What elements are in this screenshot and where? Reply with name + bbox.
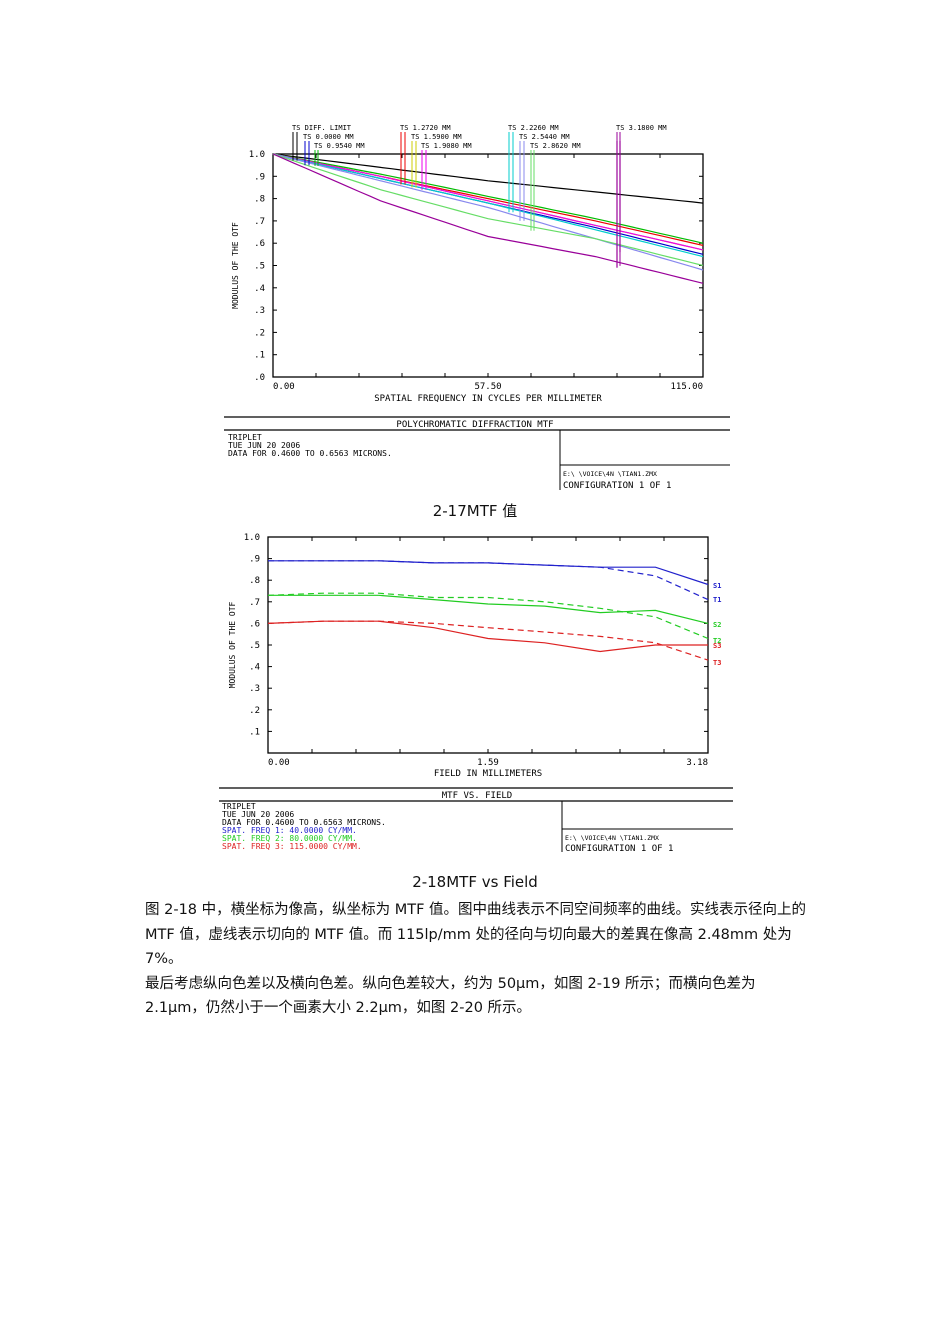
y-tick-label: .2 [249, 706, 260, 716]
y-tick-label: 1.0 [249, 150, 265, 160]
mtf-curve [268, 594, 709, 624]
x-tick-label: 3.18 [686, 758, 708, 768]
series-label: S2 [713, 621, 721, 629]
figure1-caption: 2-17MTF 值 [432, 502, 518, 520]
mtf-curve [268, 560, 709, 601]
mtf-curve [272, 153, 704, 267]
footer-line: TUE JUN 20 2006 [222, 810, 294, 819]
x-tick-label: 0.00 [268, 758, 290, 768]
x-axis-label: SPATIAL FREQUENCY IN CYCLES PER MILLIMET… [374, 394, 602, 404]
paragraph-1: 图 2-18 中，横坐标为像高，纵坐标为 MTF 值。图中曲线表示不同空间频率的… [145, 902, 807, 967]
y-tick-label: .3 [249, 684, 260, 694]
mtf-curve [272, 153, 704, 204]
y-tick-label: .1 [249, 727, 260, 737]
footer-line: TRIPLET [228, 433, 262, 442]
y-tick-label: .5 [254, 262, 265, 272]
x-tick-label: 1.59 [477, 758, 499, 768]
y-tick-label: .1 [254, 351, 265, 361]
series-label: T3 [713, 659, 721, 667]
legend-label: TS 0.0000 MM [303, 133, 354, 141]
legend-label: TS 2.2260 MM [508, 124, 559, 132]
mtf-curve [267, 592, 709, 640]
legend-label: TS 0.9540 MM [314, 142, 365, 150]
legend-label: TS 1.2720 MM [400, 124, 451, 132]
y-tick-label: .7 [249, 598, 260, 608]
y-axis-label: MODULUS OF THE OTF [228, 601, 237, 688]
footer-file: E:\ \VOICE\4N \TIAN1.ZMX [565, 834, 659, 842]
y-tick-label: .4 [254, 284, 265, 294]
legend-label: TS 1.9080 MM [421, 142, 472, 150]
plot-frame [267, 536, 709, 754]
y-tick-label: .9 [254, 172, 265, 182]
figure2-caption: 2-18MTF vs Field [412, 873, 538, 891]
x-tick-label: 57.50 [474, 382, 501, 392]
mtf-frequency-chart: .0 .1 .2 .3 .4 .5 .6 .7 .8 .9 1.0 0.00 57.50 115.00 SP… [224, 124, 730, 491]
mtf-curve [272, 153, 704, 271]
mtf-curve [272, 153, 704, 251]
footer-line: DATA FOR 0.4600 TO 0.6563 MICRONS. [228, 449, 392, 458]
footer-line: DATA FOR 0.4600 TO 0.6563 MICRONS. [222, 818, 386, 827]
body-text: 图 2-18 中，横坐标为像高，纵坐标为 MTF 值。图中曲线表示不同空间频率的… [145, 898, 810, 1021]
y-tick-label: .0 [254, 373, 265, 383]
mtf-curve [267, 620, 709, 661]
series-label: S1 [713, 582, 721, 590]
y-tick-label: .4 [249, 663, 260, 673]
footer-freq-line: SPAT. FREQ 3: 115.0000 CY/MM. [222, 842, 362, 851]
series-label: S3 [713, 642, 721, 650]
footer-file: E:\ \VOICE\4N \TIAN1.ZMX [563, 470, 657, 478]
y-tick-label: .5 [249, 641, 260, 651]
legend-label: TS 2.5440 MM [519, 133, 570, 141]
legend-label: TS DIFF. LIMIT [292, 124, 352, 132]
x-tick-label: 0.00 [273, 382, 295, 392]
y-tick-label: .8 [249, 576, 260, 586]
y-tick-label: 1.0 [244, 533, 260, 543]
mtf-field-chart: .1 .2 .3 .4 .5 .6 .7 .8 .9 1.0 0.00 1.59 3.18 FIELD I… [219, 533, 733, 854]
mtf-curve [272, 153, 704, 284]
mtf-curve [268, 560, 709, 586]
figure-polychromatic-mtf: .0 .1 .2 .3 .4 .5 .6 .7 .8 .9 1.0 0.00 57.50 115.00 SP… [220, 115, 730, 491]
footer-line: TRIPLET [222, 802, 256, 811]
plot-frame [272, 153, 704, 378]
legend-label: TS 1.5900 MM [411, 133, 462, 141]
x-axis-label: FIELD IN MILLIMETERS [434, 769, 542, 779]
mtf-curve [272, 153, 704, 258]
y-tick-label: .9 [249, 555, 260, 565]
legend-label: TS 2.8620 MM [530, 142, 581, 150]
footer-config: CONFIGURATION 1 OF 1 [565, 844, 673, 852]
footer-title: MTF VS. FIELD [442, 791, 512, 801]
y-tick-label: .3 [254, 306, 265, 316]
figure-mtf-vs-field: .1 .2 .3 .4 .5 .6 .7 .8 .9 1.0 0.00 1.59 3.18 FIELD I… [215, 525, 735, 854]
series-label: T1 [713, 596, 721, 604]
legend-label: TS 3.1800 MM [616, 124, 667, 132]
x-tick-label: 115.00 [670, 382, 703, 392]
mtf-curve [267, 620, 708, 653]
footer-freq-line: SPAT. FREQ 1: 40.0000 CY/MM. [222, 826, 357, 835]
footer-line: TUE JUN 20 2006 [228, 441, 300, 450]
y-tick-label: .8 [254, 195, 265, 205]
y-tick-label: .6 [249, 619, 260, 629]
y-axis-label: MODULUS OF THE OTF [231, 222, 240, 309]
y-tick-label: .7 [254, 217, 265, 227]
series-label: T2 [713, 637, 721, 645]
paragraph-2: 最后考虑纵向色差以及横向色差。纵向色差较大，约为 50μm，如图 2-19 所示… [145, 975, 756, 1017]
y-tick-label: .2 [254, 328, 265, 338]
footer-config: CONFIGURATION 1 OF 1 [563, 481, 671, 490]
y-tick-label: .6 [254, 239, 265, 249]
footer-title: POLYCHROMATIC DIFFRACTION MTF [396, 420, 553, 430]
mtf-curve [272, 153, 704, 244]
footer-freq-line: SPAT. FREQ 2: 80.0000 CY/MM. [222, 834, 357, 843]
